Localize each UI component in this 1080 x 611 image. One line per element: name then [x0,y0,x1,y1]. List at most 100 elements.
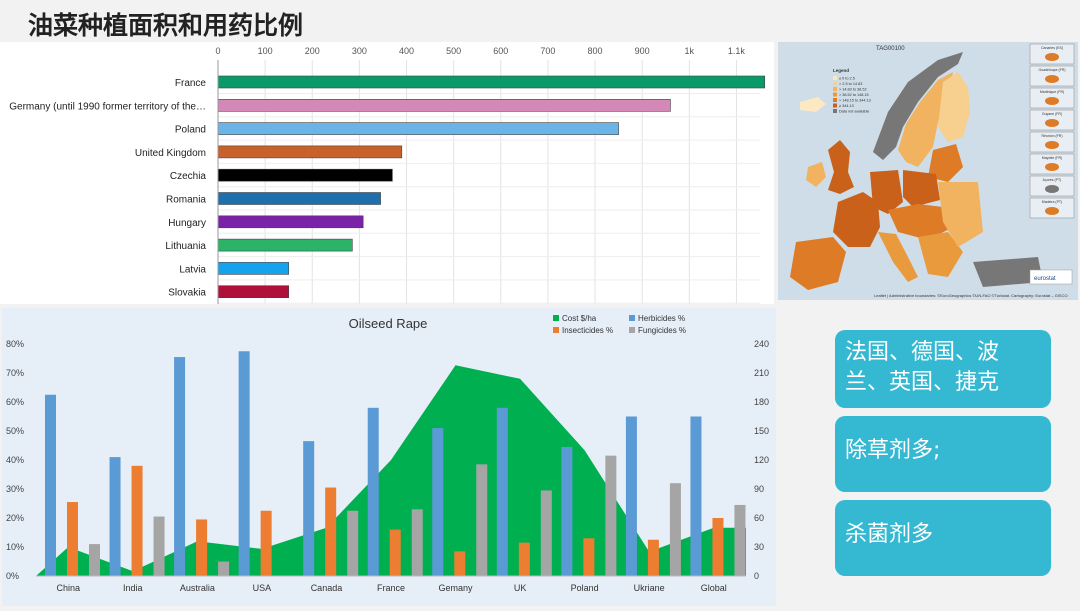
y-left-tick-label: 20% [6,513,24,523]
map-legend-label: Data not available [839,110,869,114]
y-category-label: Slovakia [168,288,206,299]
y-left-tick-label: 0% [6,571,19,581]
map-legend-swatch [833,103,837,108]
bar-fungicides [476,464,488,576]
x-category-label: Global [701,583,727,593]
eurostat-logo-text: eurostat [1034,276,1056,282]
bar-herbicides [432,428,444,576]
map-region-poland [903,170,940,207]
bar-insecticides [67,502,78,576]
x-category-label: Australia [180,583,215,593]
map-inset-shape [1045,75,1059,83]
y-category-label: Czechia [170,171,207,182]
x-tick-label: 300 [352,46,367,56]
map-inset-label: Guyane (FR) [1042,112,1062,116]
y-category-label: Lithuania [165,241,206,252]
bar-fungicides [347,510,359,576]
map-inset-shape [1045,185,1059,193]
map-region-iceland [800,97,826,112]
legend-label: Insecticides % [562,326,613,335]
bar-insecticides [260,510,272,576]
y-left-tick-label: 70% [6,368,24,378]
x-category-label: Poland [571,583,599,593]
bar-fungicides [218,561,230,576]
bar-herbicides [174,357,186,576]
x-tick-label: 1.1k [728,46,746,56]
map-credit: Leaflet | Administrative boundaries: ©Eu… [874,293,1068,298]
x-tick-label: 500 [446,46,461,56]
oilseed-rape-chart-svg: Oilseed Rape 0% 10% 20% 30% 40% 50% 60% 70% 80% 0 3… [6,314,769,593]
map-inset-label: Madeira (PT) [1042,200,1062,204]
y-left-tick-label: 10% [6,542,24,552]
map-legend-swatch [833,98,837,102]
map-title: TAG00100 [876,46,905,52]
legend-label: Cost $/ha [562,314,597,323]
y-right-tick-label: 210 [754,368,769,378]
bar-herbicides [690,416,702,576]
map-inset-shape [1045,97,1059,105]
y-category-label: Romania [166,195,206,206]
map-region-finland [938,72,970,142]
area-bar-chart: 0 100 200 300 400 500 600 700 800 900 1k 1.1k France… [0,42,774,304]
x-tick-label: 700 [540,46,555,56]
map-region-norway [873,52,963,160]
bar [217,238,353,252]
x-category-label: France [377,583,405,593]
bar-fungicides [411,509,423,576]
map-legend-swatch [833,87,837,91]
bar-insecticides [647,539,659,576]
bar-herbicides [625,416,637,576]
legend-swatch [553,327,559,333]
y-right-tick-label: 240 [754,339,769,349]
map-legend-title: Legend [833,68,849,73]
x-tick-label: 400 [399,46,414,56]
bar-insecticides [389,529,401,576]
x-category-label: USA [253,583,272,593]
x-category-label: Canada [311,583,343,593]
oilseed-rape-chart: Oilseed Rape 0% 10% 20% 30% 40% 50% 60% 70% 80% 0 3… [2,308,776,606]
y-left-tick-label: 60% [6,397,24,407]
legend-swatch [553,315,559,321]
y-right-tick-label: 180 [754,397,769,407]
note-top-countries: 法国、德国、波兰、英国、捷克 [835,330,1051,408]
x-tick-label: 600 [493,46,508,56]
map-legend-label: ≥ 344.13 [839,104,854,108]
y-category-label: Germany (until 1990 former territory of … [9,101,206,112]
map-region-uk [828,140,854,194]
y-right-tick-label: 0 [754,571,759,581]
legend-label: Herbicides % [638,314,685,323]
map-inset-label: Canaries (ES) [1041,46,1063,50]
map-region-baltics [928,144,963,182]
y-category-label: United Kingdom [135,148,206,159]
bar-insecticides [196,519,208,576]
map-legend: Legend ≤ 0 to 2.5> 2.5 to 14.83 > 14.83 to… [833,68,871,114]
bar-herbicides [496,407,508,576]
y-right-tick-label: 150 [754,426,769,436]
note-fungicides: 杀菌剂多 [835,500,1051,576]
legend-swatch [629,315,635,321]
note-herbicides: 除草剂多; [835,416,1051,492]
y-right-tick-label: 120 [754,455,769,465]
map-region-east [938,182,983,247]
map-legend-label: > 2.5 to 14.83 [839,82,862,86]
map-inset-shape [1045,141,1059,149]
bar-fungicides [89,544,100,576]
x-category-label: India [123,583,143,593]
x-tick-label: 0 [215,46,220,56]
y-category-label: France [175,78,207,89]
map-region-balkans [918,232,963,277]
map-legend-swatch [833,81,837,86]
page-title: 油菜种植面积和用药比例 [28,11,304,40]
map-inset-label: Réunion (FR) [1041,134,1062,138]
map-inset-shape [1045,163,1059,171]
map-inset-label: Mayotte (FR) [1042,156,1062,160]
map-legend-swatch [833,109,837,113]
x-category-label: China [57,583,81,593]
bar-insecticides [131,465,143,576]
x-tick-label: 200 [305,46,320,56]
bar-fungicides [540,490,552,576]
y-category-label: Latvia [179,264,206,275]
y-right-tick-label: 90 [754,484,764,494]
bar-insecticides [454,551,466,576]
map-region-italy [878,232,918,282]
